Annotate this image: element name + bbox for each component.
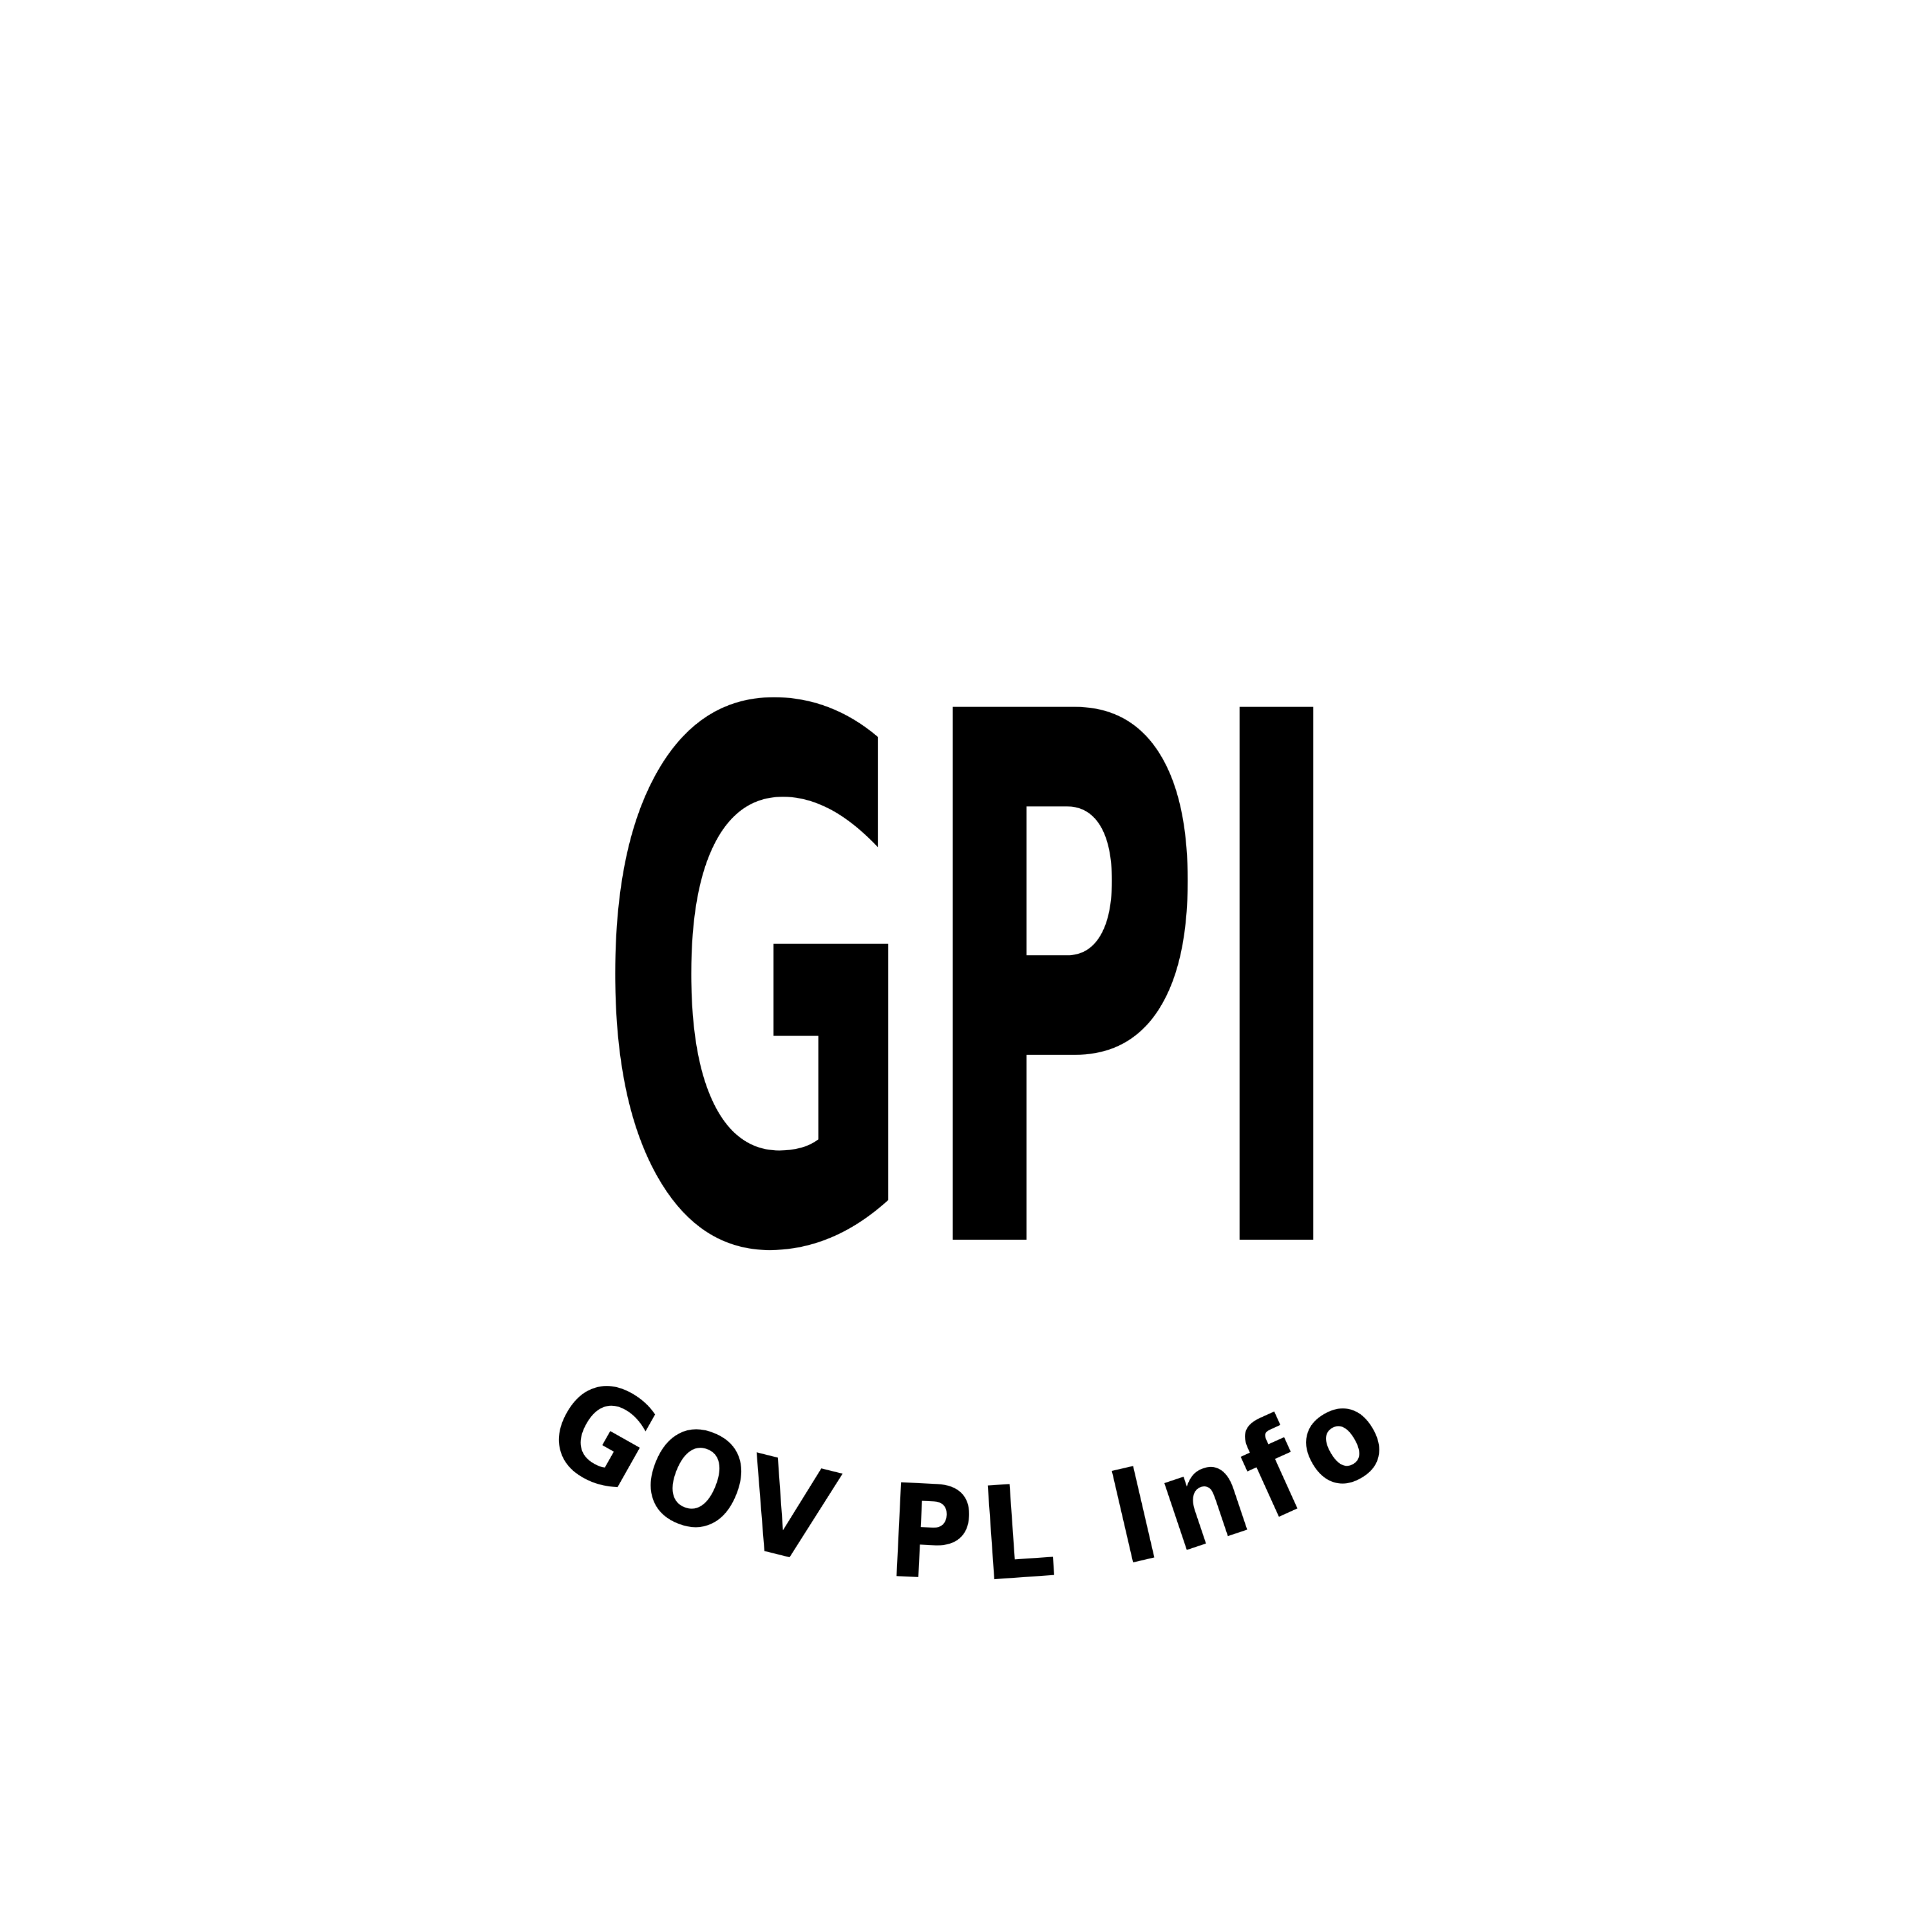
logo-main-text: GPI — [596, 561, 1349, 1412]
